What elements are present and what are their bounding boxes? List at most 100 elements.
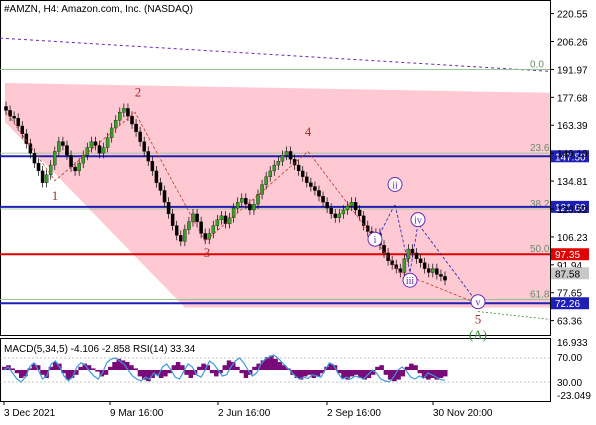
candle-body [158, 182, 163, 191]
wave-label: 3 [204, 245, 211, 260]
wave-label: 2 [135, 85, 142, 100]
candle-body [321, 196, 325, 203]
macd-bar [303, 370, 308, 377]
macd-bar [311, 370, 317, 378]
wave-label: 4 [305, 124, 312, 139]
main-pane-border [0, 0, 551, 336]
macd-bar [438, 370, 444, 378]
candle-body [394, 264, 398, 269]
time-tick-label: 2 Sep 16:00 [327, 408, 381, 419]
macd-bar [69, 370, 75, 378]
candle-body [280, 155, 285, 162]
candle-body [93, 141, 98, 146]
price-tick-label: 163.39 [557, 121, 588, 132]
macd-bar [23, 370, 28, 377]
candle-body [77, 162, 81, 172]
price-tick-label: 177.68 [557, 93, 588, 104]
macd-bar [209, 370, 215, 374]
macd-bar [163, 370, 168, 377]
candle-body [329, 207, 333, 215]
candle-body [240, 198, 244, 203]
macd-bar [396, 370, 401, 380]
candle-body [48, 164, 53, 175]
macd-bar [137, 370, 143, 377]
candle-body [126, 108, 130, 117]
level-badge [551, 297, 589, 310]
macd-bar [349, 370, 355, 377]
macd-bar [86, 365, 92, 370]
macd-bar [243, 370, 249, 378]
macd-bar [154, 370, 160, 375]
macd-bar [44, 370, 49, 378]
macd-bar [184, 370, 189, 375]
indicator-tick-label: 30.00 [557, 378, 582, 389]
candle-body [16, 118, 20, 127]
candle-body [418, 258, 423, 263]
candle-body [179, 235, 183, 242]
macd-bar [379, 365, 384, 370]
candle-body [44, 174, 49, 183]
candle-body [235, 202, 240, 209]
macd-bar [108, 366, 113, 370]
candle-body [422, 262, 427, 269]
candle-body [20, 125, 25, 134]
macd-bar [146, 370, 151, 382]
macd-bar [307, 370, 312, 375]
wave-label: (A) [469, 327, 487, 342]
macd-bar [129, 365, 134, 370]
candle-body [341, 209, 346, 215]
candle-body [174, 225, 179, 236]
macd-bar [273, 358, 278, 370]
macd-bar [281, 365, 287, 370]
macd-bar [413, 365, 418, 370]
candle-body [292, 159, 297, 166]
macd-bar [387, 370, 393, 380]
candle-body [73, 166, 77, 172]
candle-body [357, 209, 362, 217]
candle-body [268, 170, 272, 177]
candle-body [162, 190, 167, 203]
macd-bar [40, 370, 45, 375]
fib-level-label: 23.6 [530, 143, 550, 154]
fib-level-label: 0.0 [530, 59, 544, 70]
candle-body [211, 225, 216, 234]
macd-bar [264, 357, 270, 370]
candle-body [231, 207, 236, 218]
level-badge-label: 72.26 [555, 299, 580, 310]
candle-body [199, 221, 203, 234]
macd-bar [269, 355, 274, 370]
candle-body [276, 161, 281, 166]
price-tick-label: 134.81 [557, 177, 588, 188]
candle-body [426, 268, 431, 273]
wave-label: iii [406, 276, 415, 287]
candle-body [183, 229, 187, 242]
macd-bar [383, 370, 389, 375]
macd-bar [277, 362, 283, 370]
candle-body [406, 248, 411, 259]
candle-body [325, 202, 329, 209]
candle-body [248, 203, 252, 211]
macd-bar [260, 360, 266, 370]
macd-bar [362, 370, 367, 380]
macd-bar [218, 370, 223, 374]
candle-body [105, 137, 110, 148]
candle-body [195, 213, 199, 222]
indicator-pane-border [0, 338, 551, 402]
candle-body [309, 182, 313, 187]
level-badge-label: 121.60 [555, 203, 586, 214]
macd-bar [35, 365, 41, 370]
wave-label: 1 [52, 188, 59, 203]
macd-bar [434, 370, 440, 380]
macd-bar [370, 370, 376, 375]
candle-body [4, 106, 8, 111]
candle-body [431, 268, 435, 273]
macd-bar [103, 370, 109, 375]
macd-bar [235, 366, 240, 370]
macd-bar [417, 370, 423, 374]
candle-body [227, 217, 232, 224]
candle-body [256, 194, 260, 205]
macd-bar [27, 368, 32, 370]
price-tick-label: 120.52 [557, 205, 588, 216]
candle-body [114, 119, 118, 129]
macd-bar [78, 366, 83, 370]
